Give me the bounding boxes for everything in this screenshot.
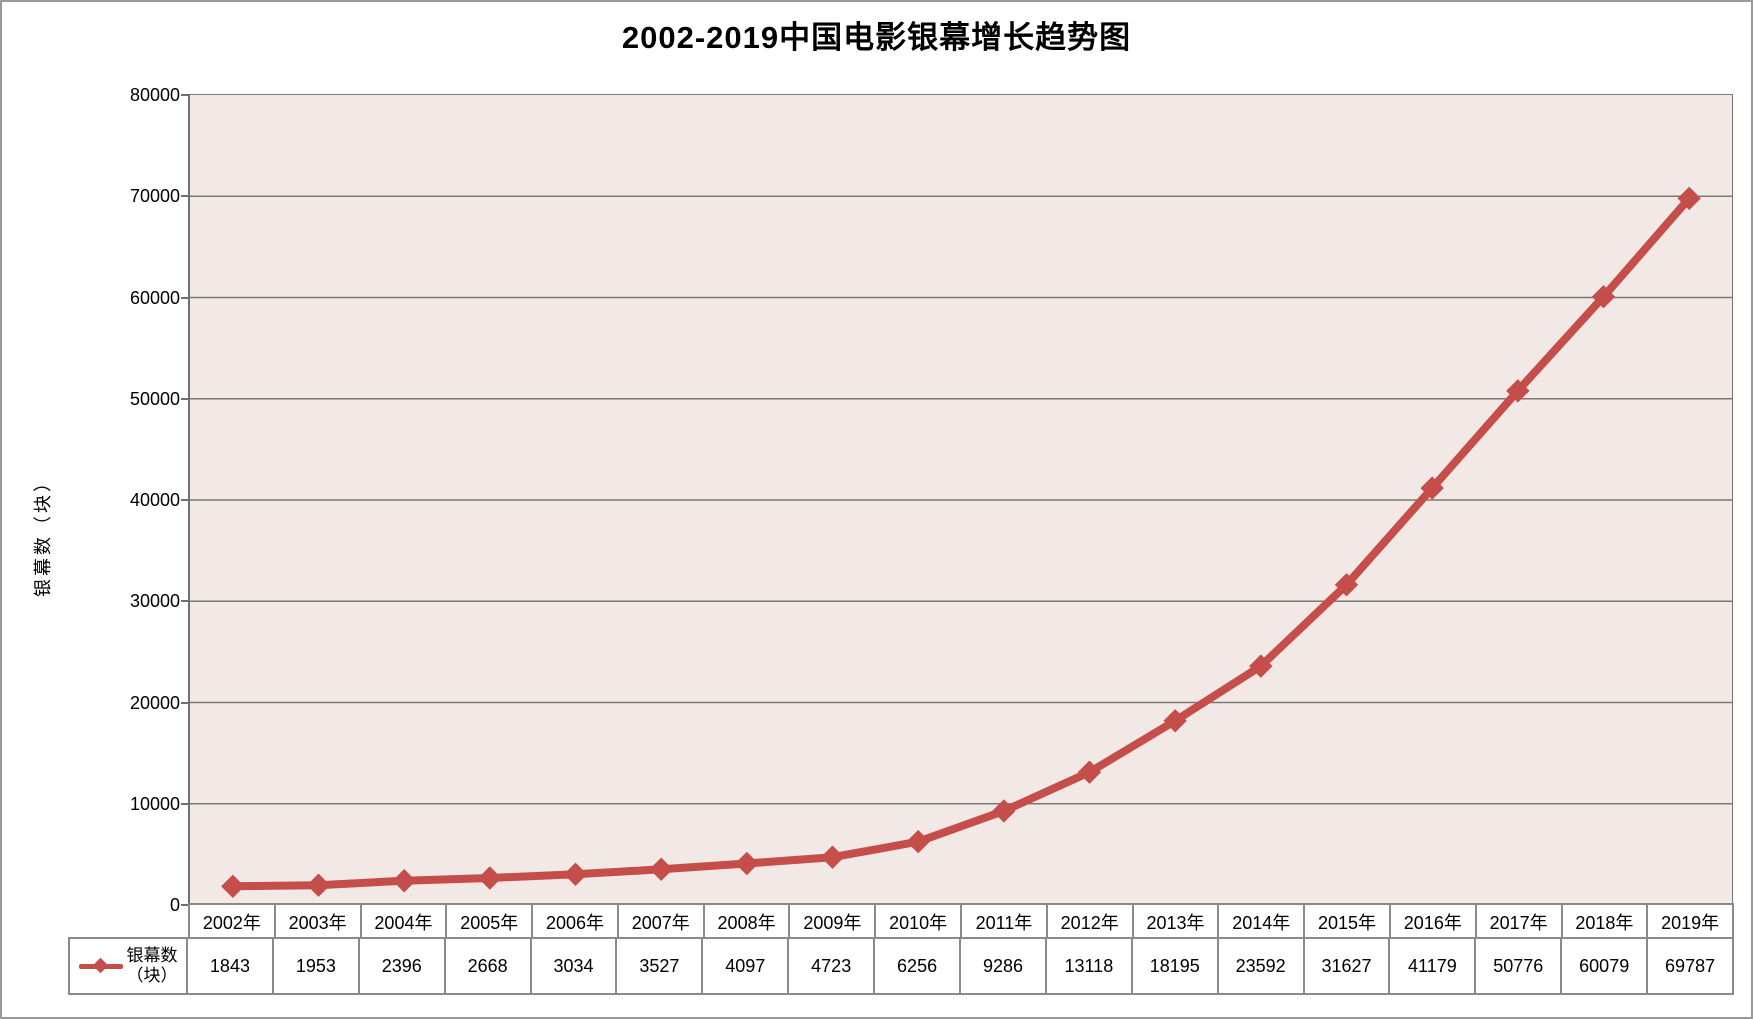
y-axis-tick-mark <box>181 499 190 501</box>
legend-cell: 银幕数 （块） <box>70 939 188 993</box>
value-cell: 3527 <box>617 939 704 993</box>
value-cell: 41179 <box>1390 939 1477 993</box>
legend-label-line1: 银幕数 <box>126 946 178 965</box>
year-cell: 2010年 <box>876 905 963 939</box>
data-point-marker <box>1249 654 1273 678</box>
year-cell: 2018年 <box>1563 905 1649 939</box>
legend-diamond-icon <box>92 957 108 974</box>
value-cell: 13118 <box>1047 939 1133 993</box>
year-cell: 2009年 <box>790 905 877 939</box>
data-point-marker <box>906 829 930 854</box>
value-cell: 3034 <box>532 939 618 993</box>
y-axis-tick-label: 60000 <box>129 287 180 308</box>
value-cell: 2668 <box>446 939 532 993</box>
table-value-row: 银幕数 （块） 1843 1953 2396 2668 3034 3527 4097 4723… <box>68 937 1734 995</box>
y-axis-tick-mark <box>181 94 190 96</box>
y-axis-tick-mark <box>181 296 190 299</box>
y-axis-tick-label: 50000 <box>129 388 180 409</box>
y-axis-tick-mark <box>181 904 190 906</box>
y-axis-tick-label: 30000 <box>129 591 180 612</box>
value-cell: 50776 <box>1476 939 1563 993</box>
y-axis-tick-label: 0 <box>169 895 180 915</box>
y-axis-tick-mark <box>181 600 190 603</box>
data-point-marker <box>1077 760 1102 784</box>
data-point-marker <box>221 874 245 899</box>
year-cell: 2016年 <box>1391 905 1477 939</box>
data-point-marker <box>478 866 502 890</box>
data-point-marker <box>1420 476 1444 500</box>
chart-title: 2002-2019中国电影银幕增长趋势图 <box>621 20 1132 55</box>
year-cell: 2002年 <box>190 905 276 939</box>
value-cell: 9286 <box>961 939 1047 993</box>
value-cell: 18195 <box>1133 939 1219 993</box>
year-cell: 2014年 <box>1219 905 1306 939</box>
value-cell: 6256 <box>875 939 962 993</box>
y-axis-tick-mark <box>181 802 190 805</box>
year-cell: 2019年 <box>1661 913 1720 933</box>
data-point-marker <box>392 869 416 893</box>
data-point-marker <box>820 845 845 869</box>
year-cell: 2017年 <box>1477 905 1563 939</box>
data-point-marker <box>306 873 331 897</box>
y-axis-tick-label: 40000 <box>129 490 180 510</box>
year-cell: 2003年 <box>276 905 362 939</box>
data-point-marker <box>1591 284 1616 309</box>
value-cell: 4097 <box>703 939 790 993</box>
data-point-marker <box>1677 186 1701 211</box>
legend-label: 银幕数 （块） <box>127 946 178 986</box>
year-cell: 2011年 <box>962 905 1048 939</box>
table-year-row: 2002年 2003年 2004年 2005年 2006年 2007年 2008年 2009年… <box>188 903 1734 939</box>
data-point-marker <box>1334 573 1359 597</box>
value-cell: 60079 <box>1562 939 1649 993</box>
year-cell: 2006年 <box>533 905 619 939</box>
legend-series-marker-icon <box>78 957 123 974</box>
legend-label-line2: （块） <box>126 966 178 985</box>
data-point-marker <box>1506 379 1530 403</box>
value-cell: 4723 <box>789 939 876 993</box>
data-point-marker <box>735 851 759 876</box>
y-axis-tick-mark <box>181 397 190 400</box>
y-axis-tick-label: 80000 <box>129 85 180 105</box>
trend-line <box>228 194 1694 891</box>
y-axis-tick-label: 70000 <box>129 186 180 207</box>
year-cell: 2015年 <box>1305 905 1391 939</box>
y-axis-tick-label: 20000 <box>129 692 180 713</box>
year-cell: 2005年 <box>447 905 534 939</box>
value-cell: 1953 <box>274 939 360 993</box>
y-axis-tick-label: 10000 <box>129 793 180 814</box>
data-point-marker <box>992 799 1016 823</box>
value-cell: 1843 <box>188 939 274 993</box>
year-cell: 2007年 <box>619 905 705 939</box>
y-axis-tick-mark <box>181 195 190 198</box>
y-axis-tick-mark <box>181 701 190 704</box>
data-point-marker <box>563 862 588 886</box>
year-cell: 2012年 <box>1048 905 1134 939</box>
year-cell: 2013年 <box>1134 905 1220 939</box>
value-cell: 69787 <box>1665 955 1716 976</box>
data-point-marker <box>1163 709 1187 733</box>
trend-line-chart <box>190 186 1732 899</box>
value-cell: 23592 <box>1219 939 1305 993</box>
value-cell: 2396 <box>360 939 446 993</box>
data-point-marker <box>649 857 673 881</box>
year-cell: 2004年 <box>362 905 448 939</box>
plot-area <box>188 94 1733 905</box>
year-cell: 2008年 <box>705 905 791 939</box>
value-cell: 31627 <box>1305 939 1391 993</box>
